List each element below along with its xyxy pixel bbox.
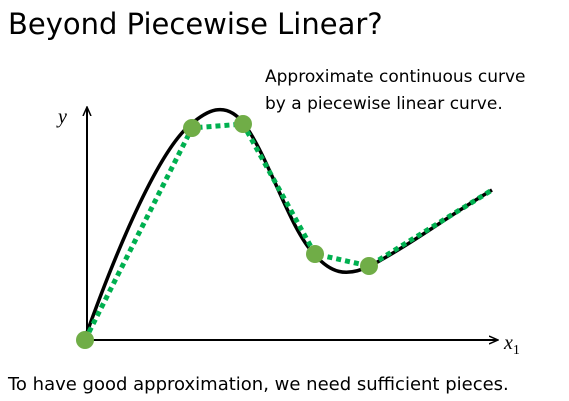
piecewise-linear-curve [82,121,494,342]
annotation-line: by a piecewise linear curve. [265,94,503,114]
x-axis-label: x1 [503,332,520,358]
x-axis-subscript: 1 [513,343,520,358]
slide-title: Beyond Piecewise Linear? [8,7,383,41]
breakpoint [234,115,252,133]
y-axis-label: y [56,106,67,128]
x-axis-letter: x [503,332,513,354]
annotation-line: Approximate continuous curve [265,67,526,87]
breakpoint [360,257,378,275]
continuous-curve [83,107,493,339]
breakpoint [306,245,324,263]
breakpoint [183,119,201,137]
breakpoints [76,115,378,349]
breakpoint [76,331,94,349]
footer-text: To have good approximation, we need suff… [7,374,509,395]
